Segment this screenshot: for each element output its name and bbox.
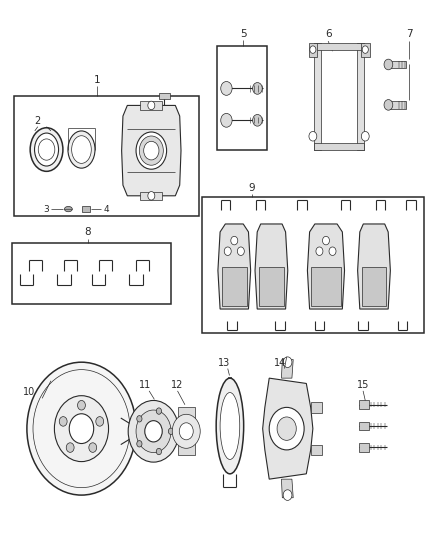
Polygon shape [308, 43, 317, 56]
Text: 4: 4 [103, 205, 109, 214]
Circle shape [384, 100, 393, 110]
Polygon shape [359, 443, 369, 451]
Circle shape [27, 362, 136, 495]
Text: 5: 5 [240, 29, 246, 39]
Circle shape [310, 46, 316, 53]
Ellipse shape [139, 136, 163, 165]
Text: 12: 12 [171, 380, 184, 390]
Ellipse shape [35, 133, 59, 166]
Circle shape [221, 82, 232, 95]
Polygon shape [282, 360, 293, 378]
Circle shape [221, 114, 232, 127]
Text: 9: 9 [248, 183, 255, 193]
Circle shape [362, 46, 368, 53]
Ellipse shape [136, 132, 166, 169]
Circle shape [156, 448, 162, 455]
Polygon shape [359, 422, 369, 430]
Polygon shape [177, 407, 195, 455]
Text: 7: 7 [406, 29, 412, 39]
Text: 6: 6 [325, 29, 332, 39]
Polygon shape [222, 266, 247, 306]
Circle shape [156, 408, 162, 414]
Bar [141, 191, 162, 200]
Circle shape [136, 410, 171, 453]
Polygon shape [311, 266, 341, 306]
Circle shape [224, 247, 231, 255]
Text: 11: 11 [139, 380, 151, 390]
Circle shape [231, 236, 238, 245]
Circle shape [322, 236, 329, 245]
Bar [217, 46, 267, 150]
Text: 1: 1 [93, 75, 100, 85]
Bar [141, 101, 162, 110]
Circle shape [283, 357, 292, 368]
Circle shape [148, 191, 155, 200]
Ellipse shape [72, 136, 91, 164]
Polygon shape [361, 266, 386, 306]
Circle shape [172, 414, 200, 448]
Polygon shape [82, 206, 90, 212]
Circle shape [283, 490, 292, 500]
Circle shape [237, 247, 244, 255]
Bar [12, 243, 171, 304]
Text: 3: 3 [43, 205, 49, 214]
Circle shape [179, 423, 193, 440]
Circle shape [69, 414, 94, 443]
Polygon shape [359, 400, 369, 409]
Circle shape [253, 83, 262, 94]
Circle shape [148, 101, 155, 110]
Circle shape [277, 417, 296, 440]
Polygon shape [263, 378, 313, 479]
Polygon shape [314, 143, 364, 150]
Circle shape [137, 441, 142, 447]
Polygon shape [307, 224, 345, 309]
Circle shape [168, 428, 173, 434]
Polygon shape [357, 224, 390, 309]
Circle shape [253, 115, 262, 126]
Bar [159, 93, 170, 99]
Circle shape [361, 132, 369, 141]
Text: 2: 2 [35, 116, 41, 126]
Circle shape [59, 417, 67, 426]
Polygon shape [389, 61, 406, 68]
Circle shape [66, 443, 74, 453]
Polygon shape [255, 224, 288, 309]
Polygon shape [314, 43, 364, 50]
Text: 15: 15 [357, 380, 369, 390]
Text: 8: 8 [85, 227, 92, 237]
Circle shape [384, 59, 393, 70]
Polygon shape [122, 106, 181, 196]
Ellipse shape [68, 131, 95, 168]
Polygon shape [357, 43, 364, 150]
Circle shape [145, 421, 162, 442]
Ellipse shape [64, 206, 72, 212]
Circle shape [269, 407, 304, 450]
Ellipse shape [216, 378, 244, 474]
Circle shape [316, 247, 323, 255]
Polygon shape [314, 43, 321, 150]
Polygon shape [282, 479, 293, 498]
Ellipse shape [144, 141, 159, 160]
Bar [201, 197, 424, 333]
Circle shape [89, 443, 97, 453]
Circle shape [137, 416, 142, 422]
Ellipse shape [30, 128, 63, 171]
Text: 13: 13 [218, 358, 230, 368]
Text: 10: 10 [23, 387, 35, 397]
Polygon shape [311, 445, 321, 455]
Circle shape [329, 247, 336, 255]
Polygon shape [259, 266, 284, 306]
Circle shape [309, 132, 317, 141]
Polygon shape [311, 402, 321, 413]
Circle shape [78, 400, 85, 410]
Polygon shape [389, 101, 406, 109]
Circle shape [128, 400, 179, 462]
Bar [14, 96, 199, 216]
Text: 14: 14 [274, 358, 286, 368]
Ellipse shape [220, 392, 240, 459]
Polygon shape [218, 224, 251, 309]
Circle shape [96, 417, 104, 426]
Polygon shape [361, 43, 370, 56]
Circle shape [54, 395, 109, 462]
